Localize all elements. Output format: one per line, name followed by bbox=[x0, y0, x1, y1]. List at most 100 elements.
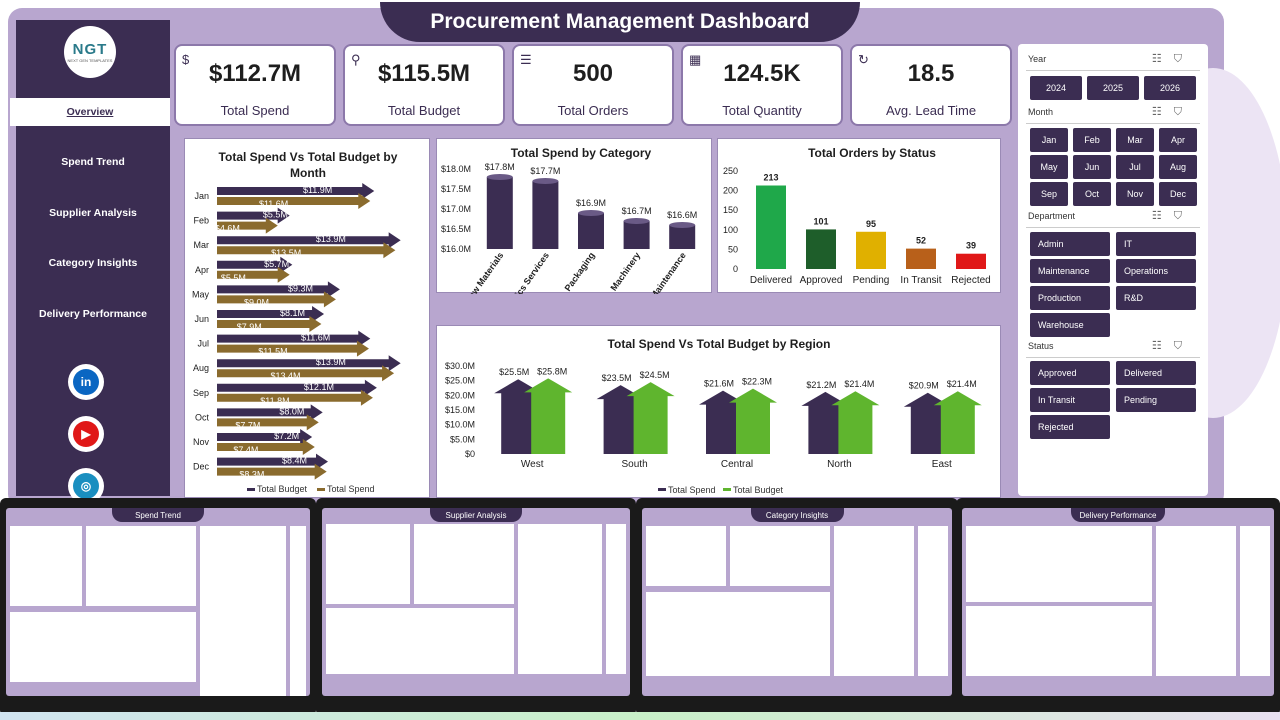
sidebar-item-overview[interactable]: Overview bbox=[10, 98, 170, 126]
slicer-department-operations[interactable]: Operations bbox=[1116, 259, 1196, 283]
chart-panel-category: Total Spend by Category $18.0M $17.5M $17.… bbox=[436, 138, 712, 321]
thumbnail-title: Supplier Analysis bbox=[429, 508, 523, 522]
slicer-label: 2024 bbox=[1045, 83, 1067, 93]
budget-data-label: $21.4M bbox=[844, 379, 874, 389]
sidebar-item-category-insights[interactable]: Category Insights bbox=[16, 249, 170, 277]
slicer-status-delivered[interactable]: Delivered bbox=[1116, 361, 1196, 385]
slicer-department-maintenance[interactable]: Maintenance bbox=[1030, 259, 1110, 283]
month-tick-label: Jul bbox=[197, 339, 209, 349]
slicer-month-may[interactable]: May bbox=[1030, 155, 1068, 179]
spend-arrow bbox=[217, 232, 401, 249]
thumbnail-title: Category Insights bbox=[750, 508, 844, 522]
slicer-year-2026[interactable]: 2026 bbox=[1144, 76, 1196, 100]
slicer-month-nov[interactable]: Nov bbox=[1116, 182, 1154, 206]
money-bag-icon: ⚲ bbox=[351, 52, 361, 67]
thumbnail-category-insights[interactable]: Category Insights bbox=[636, 498, 958, 716]
logo-text: NGT bbox=[72, 41, 108, 58]
y-tick-label: 50 bbox=[728, 244, 738, 254]
slicer-status-rejected[interactable]: Rejected bbox=[1030, 415, 1110, 439]
slicer-month-dec[interactable]: Dec bbox=[1159, 182, 1197, 206]
slicer-month-apr[interactable]: Apr bbox=[1159, 128, 1197, 152]
slicer-year-2024[interactable]: 2024 bbox=[1030, 76, 1082, 100]
budget-arrow-bar bbox=[524, 378, 573, 454]
slicer-status-pending[interactable]: Pending bbox=[1116, 388, 1196, 412]
budget-data-label: $11.6M bbox=[259, 199, 288, 209]
divider bbox=[1026, 70, 1200, 71]
sidebar-item-spend-trend[interactable]: Spend Trend bbox=[16, 148, 170, 176]
category-bar-top bbox=[669, 222, 696, 228]
budget-arrow-bar bbox=[933, 391, 982, 454]
region-tick-label: South bbox=[622, 459, 648, 470]
multi-select-icon[interactable]: ☷⛉ bbox=[1151, 53, 1194, 65]
chart-title: Total Spend by Category bbox=[511, 146, 652, 160]
legend-swatch-budget bbox=[723, 488, 731, 491]
y-tick-label: $18.0M bbox=[441, 164, 471, 174]
slicer-month-jan[interactable]: Jan bbox=[1030, 128, 1068, 152]
status-bar bbox=[956, 253, 986, 269]
slicer-department-production[interactable]: Production bbox=[1030, 286, 1110, 310]
spend-arrow bbox=[217, 256, 293, 273]
kpi-value: $115.5M bbox=[377, 60, 471, 87]
multi-select-icon[interactable]: ☷⛉ bbox=[1151, 210, 1194, 222]
refresh-icon: ↻ bbox=[858, 52, 869, 67]
thumbnail-title: Spend Trend bbox=[112, 508, 204, 522]
slicer-month-sep[interactable]: Sep bbox=[1030, 182, 1068, 206]
slicer-status-approved[interactable]: Approved bbox=[1030, 361, 1110, 385]
slicer-month-jun[interactable]: Jun bbox=[1073, 155, 1111, 179]
budget-data-label: $11.8M bbox=[260, 396, 289, 406]
budget-arrow bbox=[217, 463, 327, 480]
sidebar-item-delivery-performance[interactable]: Delivery Performance bbox=[16, 300, 170, 328]
spend-data-label: $13.9M bbox=[316, 234, 346, 244]
y-tick-label: 150 bbox=[723, 205, 738, 215]
status-tick-label: Delivered bbox=[750, 275, 792, 286]
slicer-year-2025[interactable]: 2025 bbox=[1087, 76, 1139, 100]
y-tick-label: $0 bbox=[465, 449, 475, 459]
category-bar-top bbox=[486, 174, 513, 180]
budget-data-label: $21.4M bbox=[947, 379, 977, 389]
category-bar-top bbox=[578, 210, 604, 216]
category-tick-label: Packaging bbox=[563, 250, 597, 293]
category-bar-top bbox=[623, 218, 650, 224]
thumbnail-spend-trend[interactable]: Spend Trend bbox=[0, 498, 316, 716]
divider bbox=[1026, 123, 1200, 124]
globe-icon: ◎ bbox=[73, 473, 99, 499]
thumbnail-delivery-performance[interactable]: Delivery Performance bbox=[956, 498, 1280, 716]
category-tick-label: Raw Materials bbox=[463, 250, 506, 294]
youtube-button[interactable]: ▶ bbox=[68, 416, 104, 452]
spend-data-label: $21.2M bbox=[806, 380, 836, 390]
slicer-department-warehouse[interactable]: Warehouse bbox=[1030, 313, 1110, 337]
slicer-department-admin[interactable]: Admin bbox=[1030, 232, 1110, 256]
sidebar-item-label: Delivery Performance bbox=[39, 308, 147, 320]
thumbnail-preview bbox=[10, 526, 306, 696]
slicer-department-it[interactable]: IT bbox=[1116, 232, 1196, 256]
y-tick-label: $10.0M bbox=[445, 420, 475, 430]
spend-arrow bbox=[217, 207, 290, 224]
y-tick-label: 0 bbox=[733, 264, 738, 274]
slicer-month-aug[interactable]: Aug bbox=[1159, 155, 1197, 179]
slicer-month-feb[interactable]: Feb bbox=[1073, 128, 1111, 152]
sidebar-item-supplier-analysis[interactable]: Supplier Analysis bbox=[16, 199, 170, 227]
spend-data-label: $7.2M bbox=[274, 431, 299, 441]
spend-data-label: $5.7M bbox=[264, 259, 289, 269]
slicer-department-r-d[interactable]: R&D bbox=[1116, 286, 1196, 310]
month-tick-label: Apr bbox=[195, 265, 209, 275]
linkedin-button[interactable]: in bbox=[68, 364, 104, 400]
region-tick-label: East bbox=[932, 459, 952, 470]
multi-select-icon[interactable]: ☷⛉ bbox=[1151, 340, 1194, 352]
spend-data-label: $8.1M bbox=[280, 308, 305, 318]
category-bar-top bbox=[532, 178, 559, 184]
multi-select-icon[interactable]: ☷⛉ bbox=[1151, 106, 1194, 118]
slicer-month-oct[interactable]: Oct bbox=[1073, 182, 1111, 206]
budget-data-label: $7.9M bbox=[237, 322, 262, 332]
slicer-month-jul[interactable]: Jul bbox=[1116, 155, 1154, 179]
budget-arrow bbox=[217, 340, 369, 357]
money-icon: $ bbox=[182, 52, 190, 67]
slicer-status-in-transit[interactable]: In Transit bbox=[1030, 388, 1110, 412]
bottom-strip bbox=[0, 712, 1280, 720]
chart-spend-budget-month: Total Spend Vs Total Budget by Month Jan… bbox=[192, 150, 401, 494]
thumbnail-supplier-analysis[interactable]: Supplier Analysis bbox=[316, 498, 636, 716]
status-data-label: 39 bbox=[966, 241, 976, 251]
slicer-title-month: Month bbox=[1028, 107, 1054, 117]
slicer-month-mar[interactable]: Mar bbox=[1116, 128, 1154, 152]
y-tick-label: $17.5M bbox=[441, 184, 471, 194]
